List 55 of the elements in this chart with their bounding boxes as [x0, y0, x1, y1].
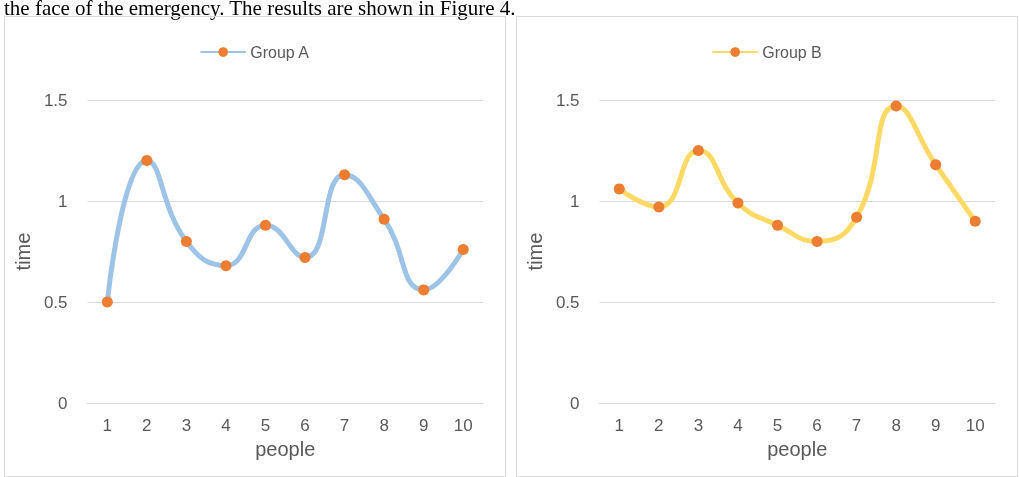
x-tick-label: 10 — [453, 416, 473, 435]
text: the face of the emergency. The results are shown in Figure 4. — [4, 0, 516, 21]
x-tick-label: 9 — [418, 416, 429, 435]
x-tick-label: 6 — [300, 416, 310, 435]
x-tick-label: 10 — [965, 416, 985, 435]
y-tick-label: 0 — [58, 393, 68, 413]
y-tick-label: 1.5 — [43, 90, 68, 110]
x-tick-label: 2 — [142, 416, 152, 435]
x-axis-title: people — [767, 437, 828, 460]
x-tick-label: 1 — [614, 416, 625, 435]
y-tick-label: 0.5 — [43, 292, 68, 312]
x-tick-label: 8 — [891, 416, 901, 435]
x-tick-label: 7 — [851, 416, 862, 435]
point — [339, 169, 351, 181]
legend-label: Group B — [762, 43, 822, 61]
point — [418, 284, 430, 296]
point — [457, 243, 469, 255]
point — [299, 252, 311, 264]
point — [613, 183, 625, 195]
point — [811, 235, 823, 247]
x-tick-label: 1 — [102, 416, 113, 435]
x-tick-label: 3 — [181, 416, 192, 435]
x-tick-label: 9 — [930, 416, 941, 435]
y-tick-label: 0 — [570, 393, 580, 413]
point — [851, 211, 863, 223]
y-tick-label: 1 — [58, 191, 68, 211]
point — [890, 100, 902, 112]
x-tick-label: 5 — [260, 416, 271, 435]
legend-label: Group A — [250, 43, 310, 61]
point — [772, 219, 783, 231]
point — [692, 145, 704, 156]
y-tick-label: 0.5 — [555, 292, 580, 312]
x-tick-label: 6 — [812, 416, 822, 435]
point — [969, 215, 981, 227]
point — [180, 235, 192, 247]
point — [260, 219, 271, 231]
y-tick-label: 1 — [570, 191, 580, 211]
x-tick-label: 4 — [733, 416, 743, 435]
x-tick-label: 3 — [693, 416, 704, 435]
y-tick-label: 1.5 — [555, 90, 580, 110]
point — [732, 197, 744, 209]
x-tick-label: 5 — [772, 416, 783, 435]
point — [378, 213, 390, 225]
point — [653, 201, 665, 213]
y-axis-title: time — [524, 232, 546, 271]
x-tick-label: 2 — [654, 416, 664, 435]
point — [930, 159, 942, 171]
x-tick-label: 4 — [221, 416, 231, 435]
x-tick-label: 8 — [379, 416, 389, 435]
y-axis-title: time — [12, 232, 34, 271]
x-axis-title: people — [255, 437, 316, 460]
point — [101, 296, 113, 308]
point — [141, 155, 153, 167]
x-tick-label: 7 — [339, 416, 350, 435]
point — [220, 260, 232, 272]
